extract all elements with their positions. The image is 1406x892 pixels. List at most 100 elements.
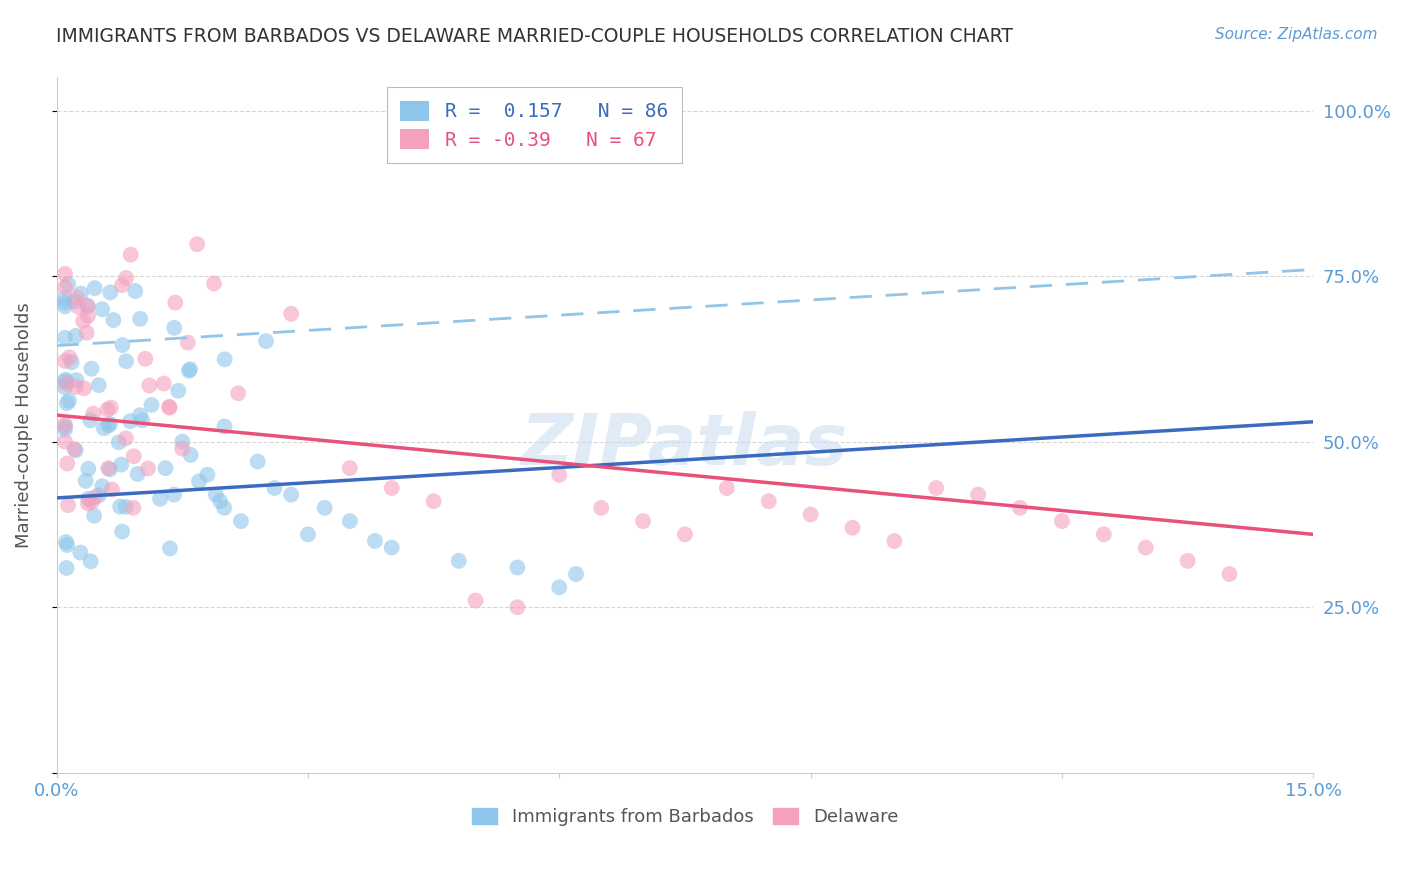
- Point: [163, 488, 186, 502]
- Point: [77, 461, 100, 475]
- Point: [65, 443, 87, 458]
- Point: [212, 500, 235, 515]
- Point: [65, 380, 87, 394]
- Point: [97, 461, 120, 475]
- Point: [209, 494, 232, 508]
- Point: [214, 352, 236, 367]
- Point: [115, 500, 138, 514]
- Point: [53, 354, 76, 368]
- Point: [381, 481, 404, 495]
- Point: [65, 373, 87, 387]
- Point: [56, 538, 79, 552]
- Point: [548, 580, 571, 594]
- Text: Source: ZipAtlas.com: Source: ZipAtlas.com: [1215, 27, 1378, 42]
- Point: [1092, 527, 1115, 541]
- Point: [447, 554, 470, 568]
- Point: [55, 561, 77, 575]
- Point: [77, 496, 100, 510]
- Point: [127, 467, 149, 481]
- Point: [93, 421, 115, 435]
- Point: [565, 567, 588, 582]
- Point: [131, 413, 153, 427]
- Point: [280, 488, 302, 502]
- Point: [98, 285, 121, 300]
- Point: [172, 442, 194, 456]
- Point: [548, 467, 571, 482]
- Point: [55, 535, 77, 549]
- Point: [53, 374, 76, 388]
- Point: [56, 457, 79, 471]
- Point: [172, 434, 194, 449]
- Point: [136, 461, 159, 475]
- Point: [53, 280, 76, 294]
- Point: [314, 500, 336, 515]
- Text: IMMIGRANTS FROM BARBADOS VS DELAWARE MARRIED-COUPLE HOUSEHOLDS CORRELATION CHART: IMMIGRANTS FROM BARBADOS VS DELAWARE MAR…: [56, 27, 1014, 45]
- Point: [157, 400, 180, 414]
- Point: [138, 378, 160, 392]
- Point: [108, 500, 131, 514]
- Point: [163, 321, 186, 335]
- Point: [53, 380, 76, 394]
- Point: [83, 508, 105, 523]
- Point: [72, 314, 94, 328]
- Point: [77, 491, 100, 506]
- Point: [53, 267, 76, 281]
- Point: [101, 483, 124, 497]
- Point: [83, 281, 105, 295]
- Text: ZIPatlas: ZIPatlas: [522, 411, 849, 481]
- Point: [339, 514, 361, 528]
- Point: [159, 401, 181, 415]
- Point: [79, 413, 101, 427]
- Point: [186, 237, 208, 252]
- Point: [464, 593, 486, 607]
- Point: [1177, 554, 1199, 568]
- Point: [204, 488, 226, 502]
- Point: [124, 284, 146, 298]
- Point: [1010, 500, 1032, 515]
- Point: [53, 300, 76, 314]
- Legend: Immigrants from Barbados, Delaware: Immigrants from Barbados, Delaware: [464, 799, 907, 833]
- Point: [53, 419, 76, 434]
- Point: [103, 313, 125, 327]
- Point: [69, 545, 91, 559]
- Point: [87, 378, 110, 392]
- Point: [63, 294, 86, 309]
- Point: [63, 442, 86, 456]
- Point: [152, 376, 174, 391]
- Point: [177, 364, 200, 378]
- Point: [254, 334, 277, 348]
- Point: [883, 533, 905, 548]
- Point: [1135, 541, 1157, 555]
- Point: [82, 494, 104, 508]
- Point: [115, 271, 138, 285]
- Point: [120, 414, 142, 428]
- Point: [202, 277, 225, 291]
- Point: [177, 335, 200, 350]
- Y-axis label: Married-couple Households: Married-couple Households: [15, 302, 32, 548]
- Point: [229, 514, 252, 528]
- Point: [53, 417, 76, 432]
- Point: [263, 481, 285, 495]
- Point: [91, 479, 114, 493]
- Point: [115, 354, 138, 368]
- Point: [179, 362, 201, 376]
- Point: [214, 419, 236, 434]
- Point: [73, 381, 96, 395]
- Point: [98, 462, 121, 476]
- Point: [66, 291, 89, 305]
- Point: [53, 295, 76, 310]
- Point: [56, 277, 79, 291]
- Point: [53, 331, 76, 345]
- Point: [364, 533, 387, 548]
- Point: [53, 291, 76, 305]
- Point: [56, 396, 79, 410]
- Point: [96, 402, 118, 417]
- Point: [167, 384, 190, 398]
- Point: [226, 386, 249, 401]
- Point: [1218, 567, 1240, 582]
- Point: [141, 398, 163, 412]
- Point: [800, 508, 823, 522]
- Point: [506, 600, 529, 615]
- Point: [84, 490, 107, 504]
- Point: [422, 494, 444, 508]
